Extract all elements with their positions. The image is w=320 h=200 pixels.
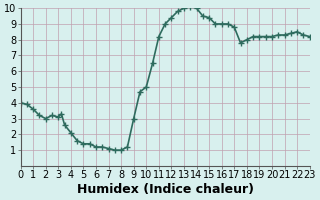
X-axis label: Humidex (Indice chaleur): Humidex (Indice chaleur) (76, 183, 254, 196)
